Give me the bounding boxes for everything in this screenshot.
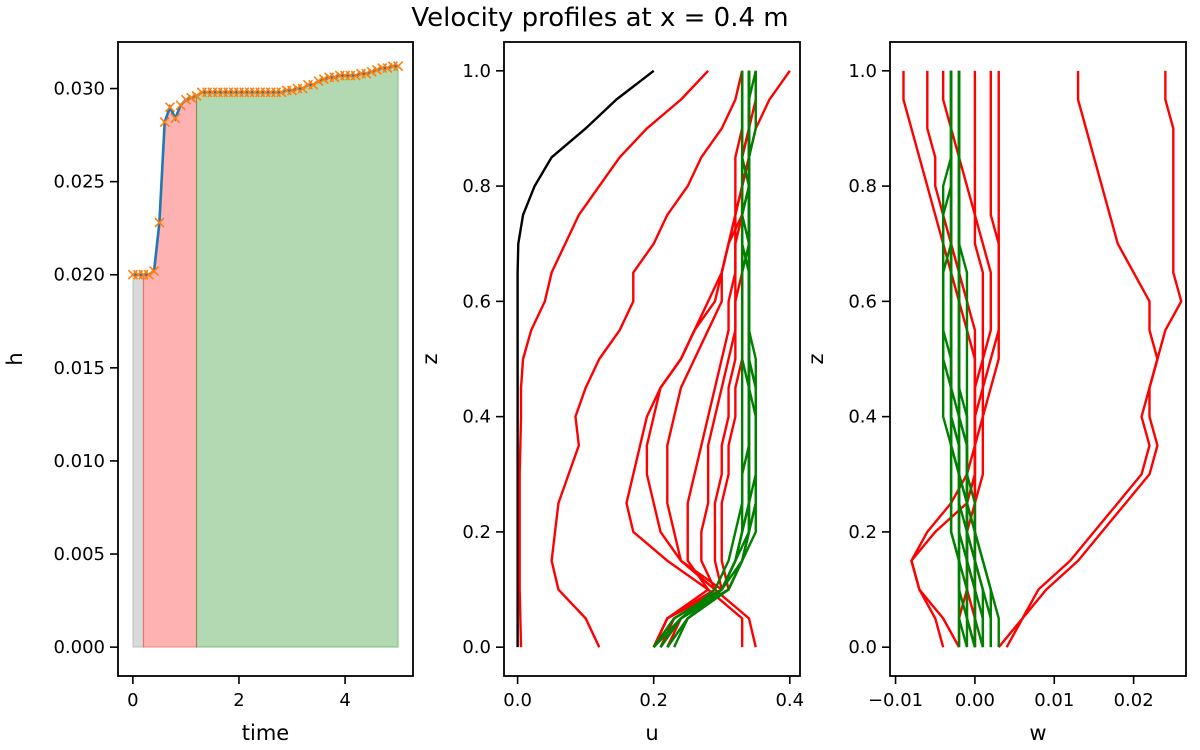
y-tick-label: 0.010	[53, 451, 105, 472]
y-axis-label: z	[418, 353, 442, 364]
h-marker	[170, 113, 181, 124]
axes-frame	[117, 41, 414, 677]
profile-line-6	[973, 70, 1000, 648]
h-marker	[297, 83, 308, 94]
h-marker	[164, 102, 176, 113]
y-tick-label: 0.005	[53, 544, 105, 565]
y-tick-label: 0.0	[462, 637, 491, 658]
x-tick-label: 0.4	[775, 690, 804, 711]
h-marker	[180, 94, 191, 105]
y-tick-label: 0.0	[848, 637, 877, 658]
y-tick-label: 0.030	[53, 79, 105, 100]
y-tick-label: 0.2	[462, 522, 491, 543]
w-profile-panel: −0.01 0.00 0.01 0.02 0.0 0.2 0.4 0.6 0.8 1.0 w z	[804, 41, 1187, 745]
y-axis-label: z	[804, 353, 828, 364]
axes-frame	[889, 41, 1187, 677]
x-tick-label: 0.2	[639, 690, 668, 711]
h-marker	[361, 68, 372, 79]
y-tick-label: 0.015	[53, 358, 105, 379]
x-axis-label: time	[242, 721, 289, 745]
y-tick-label: 0.020	[53, 265, 105, 286]
y-tick-label: 0.8	[848, 176, 877, 197]
x-axis-label: u	[645, 721, 658, 745]
profile-line-14	[957, 70, 985, 648]
y-tick-label: 0.8	[462, 176, 491, 197]
profile-line-4	[902, 70, 977, 648]
x-tick-label: 0	[127, 690, 138, 711]
h-marker	[371, 64, 382, 75]
profile-line-0	[910, 70, 1000, 648]
profile-line-1	[518, 69, 710, 648]
x-tick-label: 0.02	[1114, 690, 1154, 711]
h-marker	[313, 76, 324, 87]
plot-area	[127, 61, 404, 648]
profile-line-0	[516, 69, 655, 648]
profile-line-16	[949, 70, 977, 648]
x-axis-label: w	[1029, 721, 1046, 745]
h-marker	[318, 74, 329, 85]
time-band-0	[132, 274, 145, 648]
y-tick-label: 0.4	[848, 407, 877, 428]
profile-line-13	[941, 70, 969, 648]
h-marker	[382, 63, 393, 74]
y-tick-label: 0.2	[848, 522, 877, 543]
x-tick-label: 0.0	[503, 690, 532, 711]
profile-line-18	[957, 70, 985, 648]
y-tick-label: 1.0	[848, 61, 877, 82]
x-tick-label: −0.01	[868, 690, 923, 711]
profile-line-9	[949, 70, 977, 648]
time-band-1	[142, 95, 198, 648]
profile-line-3	[1005, 70, 1183, 648]
y-tick-label: 0.6	[848, 291, 877, 312]
h-marker	[350, 70, 361, 81]
h-marker	[149, 265, 160, 277]
time-band-2	[195, 65, 399, 648]
h-marker	[276, 87, 287, 98]
plot-area	[516, 69, 791, 649]
h-marker	[191, 90, 202, 102]
profile-line-19	[652, 70, 751, 648]
plot-area	[902, 70, 1183, 648]
h-marker	[308, 79, 319, 90]
profile-line-7	[652, 70, 744, 648]
y-tick-label: 0.4	[462, 407, 491, 428]
y-tick-label: 0.6	[462, 291, 491, 312]
profile-line-10	[957, 70, 985, 648]
h-marker	[366, 66, 377, 77]
y-tick-label: 1.0	[462, 61, 491, 82]
h-marker	[186, 92, 197, 103]
figure-title: Velocity profiles at x = 0.4 m	[411, 3, 788, 33]
axes-frame	[503, 41, 801, 677]
h-marker	[329, 72, 340, 83]
x-tick-label: 0.01	[1034, 690, 1074, 711]
y-axis-label: h	[3, 352, 27, 365]
h-marker	[159, 116, 170, 128]
h-marker	[286, 85, 298, 96]
x-tick-label: 2	[233, 690, 244, 711]
h-marker	[143, 269, 154, 280]
h-marker	[154, 217, 165, 228]
profile-line-8	[941, 70, 969, 648]
u-profile-panel: 0.0 0.2 0.4 0.0 0.2 0.4 0.6 0.8 1.0 u z	[418, 41, 804, 745]
h-marker	[393, 61, 404, 72]
profile-line-6	[652, 70, 751, 648]
profile-line-2	[550, 70, 744, 648]
y-tick-label: 0.000	[53, 637, 105, 658]
x-tick-label: 0.00	[955, 690, 995, 711]
y-tick-label: 0.025	[53, 172, 105, 193]
h-vs-time-panel: 0 2 4 0.000 0.005 0.010 0.015 0.020 0.025 0.030 ti…	[3, 41, 414, 745]
profile-line-19	[949, 70, 977, 648]
x-tick-label: 4	[339, 690, 350, 711]
